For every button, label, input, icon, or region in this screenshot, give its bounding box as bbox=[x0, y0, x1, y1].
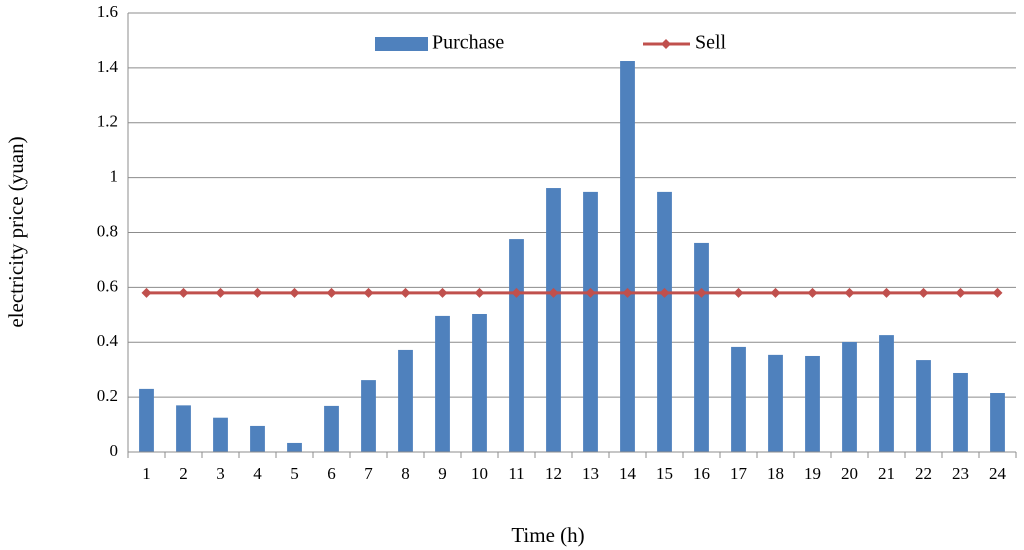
bar bbox=[916, 360, 931, 452]
x-tick-label: 12 bbox=[545, 464, 562, 483]
bar bbox=[768, 354, 783, 452]
line-marker bbox=[474, 287, 485, 298]
x-axis-title: Time (h) bbox=[511, 523, 584, 547]
bar bbox=[361, 380, 376, 452]
bar bbox=[472, 313, 487, 452]
y-tick-label: 0 bbox=[110, 441, 119, 460]
x-tick-label: 16 bbox=[693, 464, 710, 483]
y-tick-label: 1.4 bbox=[97, 57, 119, 76]
x-tick-label: 15 bbox=[656, 464, 673, 483]
x-tick-label: 13 bbox=[582, 464, 599, 483]
bar bbox=[842, 341, 857, 452]
x-tick-label: 1 bbox=[142, 464, 151, 483]
line-marker bbox=[770, 287, 781, 298]
y-axis-title: electricity price (yuan) bbox=[4, 136, 28, 327]
line-marker bbox=[955, 287, 966, 298]
line-marker bbox=[141, 287, 152, 298]
y-tick-label: 0.8 bbox=[97, 221, 118, 240]
x-tick-label: 14 bbox=[619, 464, 637, 483]
x-tick-label: 10 bbox=[471, 464, 488, 483]
y-tick-label: 0.2 bbox=[97, 386, 118, 405]
bar bbox=[731, 346, 746, 452]
line-marker bbox=[252, 287, 263, 298]
bar bbox=[657, 191, 672, 452]
line-marker bbox=[289, 287, 300, 298]
y-tick-label: 0.6 bbox=[97, 276, 118, 295]
bar bbox=[435, 315, 450, 452]
line-marker bbox=[844, 287, 855, 298]
legend-swatch bbox=[375, 37, 428, 51]
line-marker bbox=[992, 287, 1003, 298]
x-tick-label: 19 bbox=[804, 464, 821, 483]
bar bbox=[139, 388, 154, 452]
line-marker bbox=[733, 287, 744, 298]
x-tick-label: 11 bbox=[508, 464, 524, 483]
legend-label: Sell bbox=[695, 32, 727, 54]
x-tick-label: 20 bbox=[841, 464, 858, 483]
bar bbox=[620, 61, 635, 452]
y-tick-label: 1.6 bbox=[97, 2, 118, 21]
line-marker bbox=[659, 287, 670, 298]
bar bbox=[176, 405, 191, 452]
legend-label: Purchase bbox=[432, 32, 504, 54]
bar bbox=[250, 425, 265, 452]
line-marker bbox=[622, 287, 633, 298]
x-tick-label: 23 bbox=[952, 464, 969, 483]
bar bbox=[805, 355, 820, 452]
line-marker bbox=[326, 287, 337, 298]
bar bbox=[879, 335, 894, 452]
line-marker bbox=[363, 287, 374, 298]
line-marker bbox=[807, 287, 818, 298]
x-tick-label: 24 bbox=[989, 464, 1007, 483]
bar bbox=[546, 188, 561, 452]
y-tick-label: 1.2 bbox=[97, 112, 118, 131]
bar bbox=[287, 442, 302, 452]
line-marker bbox=[437, 287, 448, 298]
x-tick-label: 6 bbox=[327, 464, 336, 483]
line-marker bbox=[178, 287, 189, 298]
bar bbox=[509, 239, 524, 452]
bar bbox=[953, 372, 968, 452]
x-tick-label: 9 bbox=[438, 464, 447, 483]
line-marker bbox=[511, 287, 522, 298]
y-tick-label: 1 bbox=[110, 167, 119, 186]
bar bbox=[398, 349, 413, 452]
line-marker bbox=[585, 287, 596, 298]
line-marker bbox=[400, 287, 411, 298]
x-tick-label: 8 bbox=[401, 464, 410, 483]
x-tick-label: 21 bbox=[878, 464, 895, 483]
x-tick-label: 5 bbox=[290, 464, 299, 483]
x-tick-label: 7 bbox=[364, 464, 373, 483]
line-marker bbox=[918, 287, 929, 298]
y-tick-label: 0.4 bbox=[97, 331, 119, 350]
x-tick-label: 2 bbox=[179, 464, 188, 483]
legend-marker bbox=[661, 39, 671, 49]
line-marker bbox=[696, 287, 707, 298]
x-tick-label: 4 bbox=[253, 464, 262, 483]
x-tick-label: 3 bbox=[216, 464, 225, 483]
x-tick-label: 22 bbox=[915, 464, 932, 483]
x-tick-label: 17 bbox=[730, 464, 748, 483]
bar bbox=[990, 393, 1005, 452]
line-marker bbox=[548, 287, 559, 298]
line-marker bbox=[881, 287, 892, 298]
line-marker bbox=[215, 287, 226, 298]
bar bbox=[213, 417, 228, 452]
x-tick-label: 18 bbox=[767, 464, 784, 483]
bar bbox=[694, 242, 709, 452]
bar bbox=[583, 191, 598, 452]
bar bbox=[324, 405, 339, 452]
